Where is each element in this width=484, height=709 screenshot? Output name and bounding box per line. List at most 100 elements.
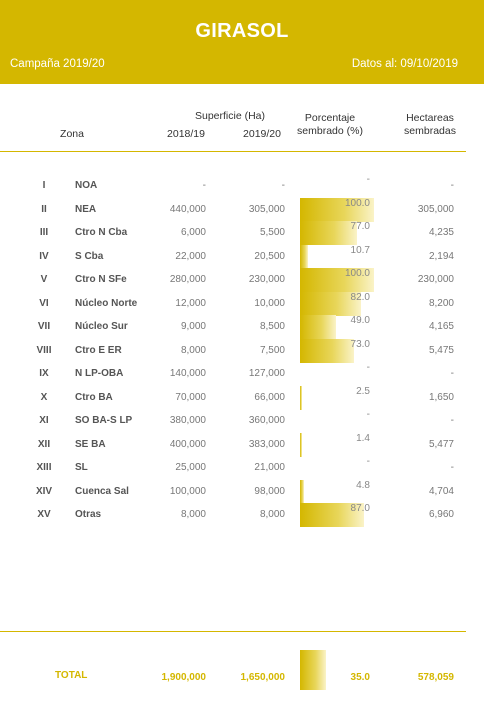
row-number: II [41, 203, 47, 215]
row-number: IV [39, 250, 49, 262]
row-superficie-2019-20: 20,500 [254, 250, 285, 262]
row-superficie-2018-19: 100,000 [169, 485, 206, 497]
column-header-hectareas: Hectareas sembradas [390, 112, 470, 138]
row-zona: SO BA-S LP [75, 415, 133, 426]
row-number: V [40, 274, 48, 285]
total-divider [0, 631, 466, 632]
row-pct-value: - [366, 409, 370, 420]
row-hectareas: 2,194 [428, 250, 454, 262]
table-row: XI SO BA-S LP 380,000 360,000 - - [0, 409, 484, 433]
total-row: TOTAL 1,900,000 1,650,000 35.0 578,059 [0, 650, 484, 690]
table-row: XV Otras 8,000 8,000 87.0 6,960 [0, 503, 484, 527]
column-header-2018-19: 2018/19 [167, 128, 205, 140]
row-superficie-2019-20: 66,000 [254, 391, 285, 403]
row-zona: NEA [75, 203, 97, 215]
row-superficie-2018-19: 400,000 [169, 438, 206, 450]
row-zona: SL [75, 462, 88, 473]
table-row: IV S Cba 22,000 20,500 10.7 2,194 [0, 244, 484, 269]
row-zona: Cuenca Sal [75, 485, 129, 497]
row-superficie-2019-20: 21,000 [254, 462, 285, 473]
row-superficie-2019-20: 5,500 [259, 227, 285, 238]
row-superficie-2019-20: 98,000 [254, 485, 285, 497]
table-row: X Ctro BA 70,000 66,000 2.5 1,650 [0, 385, 484, 410]
total-superficie-2019-20: 1,650,000 [240, 672, 286, 683]
row-hectareas: 8,200 [428, 297, 454, 309]
table-row: IX N LP-OBA 140,000 127,000 - - [0, 362, 484, 386]
row-number: XI [39, 415, 49, 426]
row-number: X [40, 391, 48, 403]
table-row: I NOA - - - - [0, 174, 484, 198]
header-divider [0, 151, 466, 152]
row-hectareas: 5,475 [428, 344, 454, 356]
row-pct-value: - [366, 456, 370, 467]
row-hectareas: - [450, 415, 454, 426]
row-hectareas: - [450, 180, 454, 191]
row-hectareas: 6,960 [428, 509, 454, 520]
column-header-pct-line2: sembrado (%) [297, 125, 363, 137]
row-zona: Ctro E ER [75, 344, 122, 356]
row-number: XII [37, 438, 51, 450]
row-zona: Núcleo Sur [75, 321, 128, 332]
row-pct-bar [300, 432, 302, 457]
row-superficie-2019-20: 10,000 [254, 297, 285, 309]
row-hectareas: 230,000 [417, 274, 454, 285]
table-row: V Ctro N SFe 280,000 230,000 100.0 230,000 [0, 268, 484, 292]
row-superficie-2018-19: 8,000 [180, 344, 206, 356]
row-hectareas: 5,477 [428, 438, 454, 450]
row-superficie-2018-19: 25,000 [175, 462, 206, 473]
row-pct-value: 2.5 [356, 385, 370, 397]
row-pct-bar [300, 479, 304, 504]
campaign-label: Campaña 2019/20 [10, 58, 105, 70]
total-superficie-2018-19: 1,900,000 [161, 672, 207, 683]
row-hectareas: 305,000 [417, 203, 454, 215]
column-header-zona: Zona [60, 128, 84, 140]
row-number: XIII [36, 462, 52, 473]
row-superficie-2018-19: 9,000 [180, 321, 206, 332]
row-superficie-2018-19: 140,000 [169, 368, 206, 379]
row-pct-value: 87.0 [350, 503, 370, 514]
row-pct-bar [300, 338, 355, 363]
row-pct-bar [300, 291, 361, 316]
row-pct-bar [300, 385, 302, 410]
row-pct-bar [300, 244, 308, 269]
header-banner: GIRASOL Campaña 2019/20 Datos al: 09/10/… [0, 0, 484, 84]
row-superficie-2019-20: 8,000 [259, 509, 285, 520]
row-pct-value: 77.0 [350, 221, 370, 232]
row-superficie-2018-19: 6,000 [180, 227, 206, 238]
table-row: II NEA 440,000 305,000 100.0 305,000 [0, 197, 484, 222]
row-superficie-2019-20: 127,000 [248, 368, 285, 379]
row-superficie-2018-19: 440,000 [169, 203, 206, 215]
page-title: GIRASOL [195, 20, 289, 42]
row-zona: Núcleo Norte [75, 297, 138, 309]
row-hectareas: 4,704 [428, 485, 454, 497]
row-pct-value: 1.4 [356, 432, 370, 444]
column-header-ha-line1: Hectareas [406, 112, 454, 124]
date-label: Datos al: 09/10/2019 [351, 58, 458, 70]
row-superficie-2019-20: 383,000 [248, 438, 285, 450]
row-zona: Ctro N Cba [75, 227, 128, 238]
row-pct-bar [300, 221, 357, 245]
row-pct-value: 10.7 [350, 244, 370, 256]
table-row: XII SE BA 400,000 383,000 1.4 5,477 [0, 432, 484, 457]
row-pct-value: 4.8 [356, 479, 370, 491]
row-superficie-2018-19: - [202, 180, 206, 191]
row-hectareas: 4,235 [428, 227, 454, 238]
row-pct-value: - [366, 174, 370, 185]
row-number: IX [39, 368, 49, 379]
table-row: VIII Ctro E ER 8,000 7,500 73.0 5,475 [0, 338, 484, 363]
row-superficie-2019-20: 8,500 [259, 321, 285, 332]
row-pct-value: 49.0 [350, 315, 370, 326]
table-row: III Ctro N Cba 6,000 5,500 77.0 4,235 [0, 221, 484, 245]
row-pct-value: 100.0 [344, 268, 370, 279]
table-row: XIV Cuenca Sal 100,000 98,000 4.8 4,704 [0, 479, 484, 504]
row-hectareas: - [450, 368, 454, 379]
row-number: VI [39, 297, 49, 309]
column-header-superficie: Superficie (Ha) [194, 110, 266, 122]
row-zona: N LP-OBA [75, 368, 124, 379]
row-zona: S Cba [75, 250, 104, 262]
row-pct-value: 100.0 [344, 197, 370, 209]
row-zona: SE BA [75, 438, 106, 450]
row-zona: Ctro N SFe [75, 274, 127, 285]
row-number: III [39, 227, 49, 238]
table-row: VII Núcleo Sur 9,000 8,500 49.0 4,165 [0, 315, 484, 339]
